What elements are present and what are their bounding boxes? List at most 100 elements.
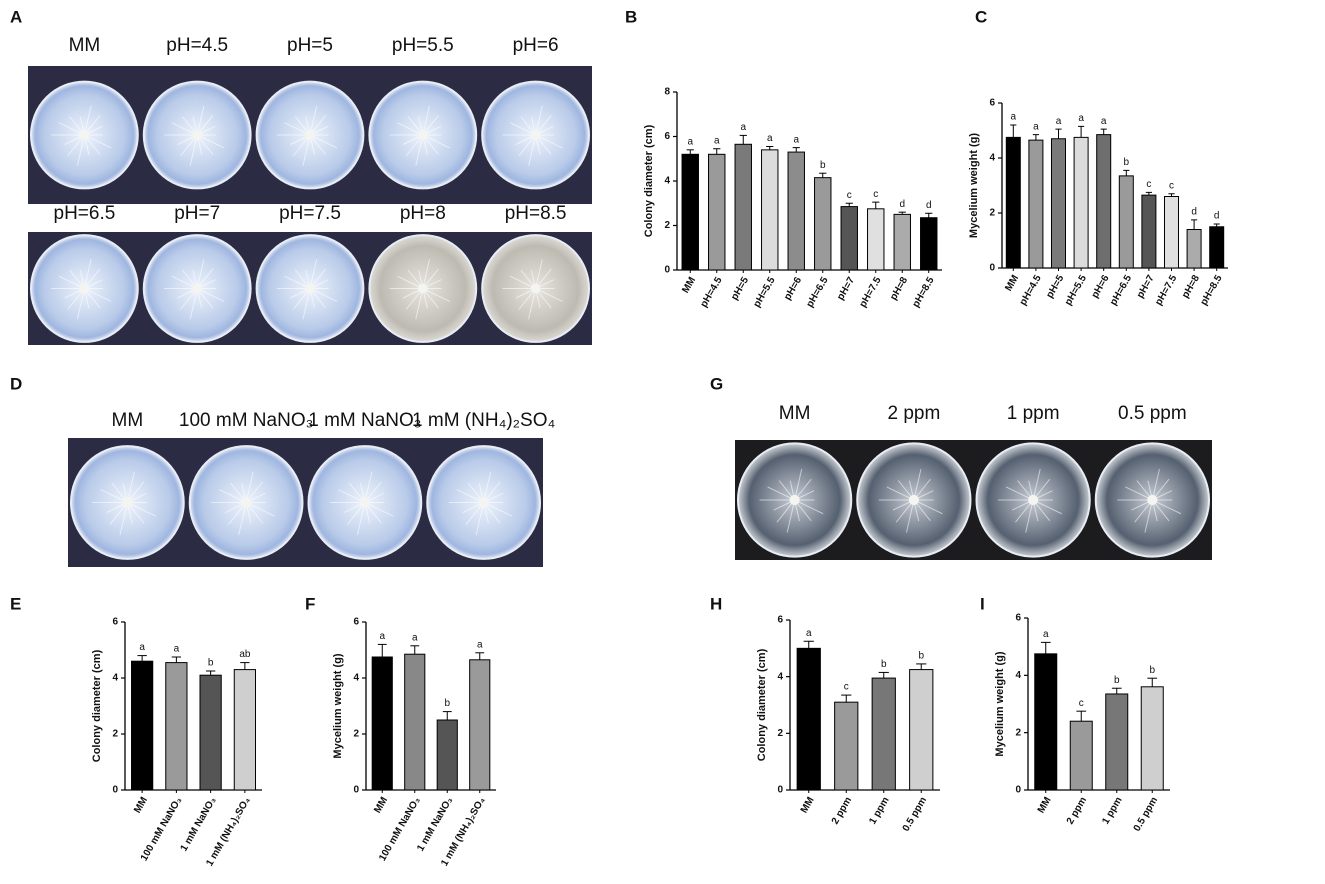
y-tick-label: 0 (112, 785, 118, 796)
y-tick-label: 4 (989, 153, 995, 164)
mycelium (196, 259, 205, 289)
mycelium (535, 259, 543, 289)
x-tick-label: pH=4.5 (1018, 273, 1044, 308)
y-tick-label: 2 (777, 728, 783, 739)
colony-center (359, 497, 370, 508)
x-tick-label: MM (372, 795, 390, 815)
bar (469, 659, 491, 791)
significance-label: b (820, 160, 826, 171)
photo-label: pH=4.5 (166, 35, 228, 56)
bar (1140, 686, 1164, 791)
photo-label: pH=5.5 (392, 35, 454, 56)
colony-center (305, 283, 315, 294)
colony-center (478, 497, 489, 508)
bar (787, 151, 805, 271)
x-tick-label: pH=8.5 (911, 275, 937, 310)
mycelium (302, 288, 311, 320)
significance-label: b (208, 658, 214, 669)
significance-label: a (139, 642, 145, 653)
mycelium (794, 468, 803, 501)
bar (840, 206, 858, 271)
panel-letter: A (10, 7, 22, 26)
colony-center (789, 494, 800, 506)
mycelium (415, 288, 424, 320)
x-tick-label: MM (1036, 795, 1054, 815)
significance-label: a (379, 631, 385, 642)
mycelium (1152, 499, 1182, 515)
photo-label: 2 ppm (887, 403, 940, 424)
bar (1186, 229, 1202, 269)
significance-label: c (873, 189, 878, 200)
y-tick-label: 0 (664, 265, 670, 276)
significance-label: a (687, 136, 693, 147)
mycelium (422, 134, 450, 149)
mycelium (535, 134, 563, 149)
bar (920, 217, 938, 271)
significance-label: a (1056, 116, 1062, 127)
x-tick-label: pH=5.5 (752, 275, 778, 310)
significance-label: b (1124, 157, 1130, 168)
mycelium (913, 499, 943, 515)
colony-center (192, 283, 203, 294)
mycelium (196, 288, 225, 302)
y-tick-label: 6 (353, 617, 359, 628)
bar (404, 653, 426, 791)
significance-label: c (844, 682, 849, 693)
x-tick-label: MM (1003, 273, 1021, 293)
photo-label: pH=6 (513, 35, 559, 56)
x-tick-label: pH=6.5 (1108, 273, 1134, 308)
mycelium (364, 471, 373, 503)
bar (708, 153, 726, 271)
bar (131, 660, 154, 791)
bar (1005, 136, 1021, 269)
bar (681, 153, 699, 271)
bar (834, 701, 859, 791)
significance-label: b (1149, 665, 1155, 676)
significance-label: d (926, 200, 932, 211)
y-tick-label: 2 (989, 208, 995, 219)
significance-label: a (740, 122, 746, 133)
mycelium (1032, 468, 1041, 501)
colony-center (908, 494, 919, 506)
significance-label: b (444, 698, 450, 709)
photo-label: 1 mM (NH₄)₂SO₄ (412, 410, 555, 431)
significance-label: a (1043, 629, 1049, 640)
significance-label: a (477, 639, 483, 650)
x-tick-label: pH=7 (1135, 273, 1157, 300)
mycelium (483, 502, 513, 517)
significance-label: d (1191, 207, 1197, 218)
mycelium (415, 134, 424, 166)
bar (871, 677, 896, 791)
bar (1028, 139, 1044, 269)
mycelium (302, 134, 311, 166)
bar (1050, 138, 1067, 269)
x-tick-label: 1 ppm (867, 795, 891, 826)
y-tick-label: 4 (112, 673, 118, 684)
mycelium (309, 134, 338, 149)
x-tick-label: pH=7 (835, 275, 857, 302)
mycelium (786, 499, 796, 533)
bar (893, 213, 911, 271)
bar (814, 177, 832, 271)
mycelium (76, 288, 85, 320)
significance-label: c (1079, 698, 1084, 709)
mycelium (76, 134, 85, 166)
significance-label: c (1169, 180, 1174, 191)
colony-center (241, 497, 252, 508)
significance-label: a (806, 628, 812, 639)
y-axis-label: Colony diameter (cm) (91, 649, 103, 762)
significance-label: c (847, 190, 852, 201)
significance-label: a (174, 644, 180, 655)
panel-letter: F (305, 594, 315, 613)
mycelium (189, 134, 198, 166)
photo-label: 1 ppm (1007, 403, 1060, 424)
colony-center (1147, 494, 1158, 506)
mycelium (1032, 499, 1062, 515)
y-tick-label: 2 (664, 220, 670, 231)
x-tick-label: pH=5.5 (1063, 273, 1089, 308)
colony-center (122, 497, 133, 508)
mycelium (422, 288, 450, 302)
mycelium (309, 105, 318, 136)
mycelium (475, 502, 485, 536)
mycelium (238, 502, 247, 536)
